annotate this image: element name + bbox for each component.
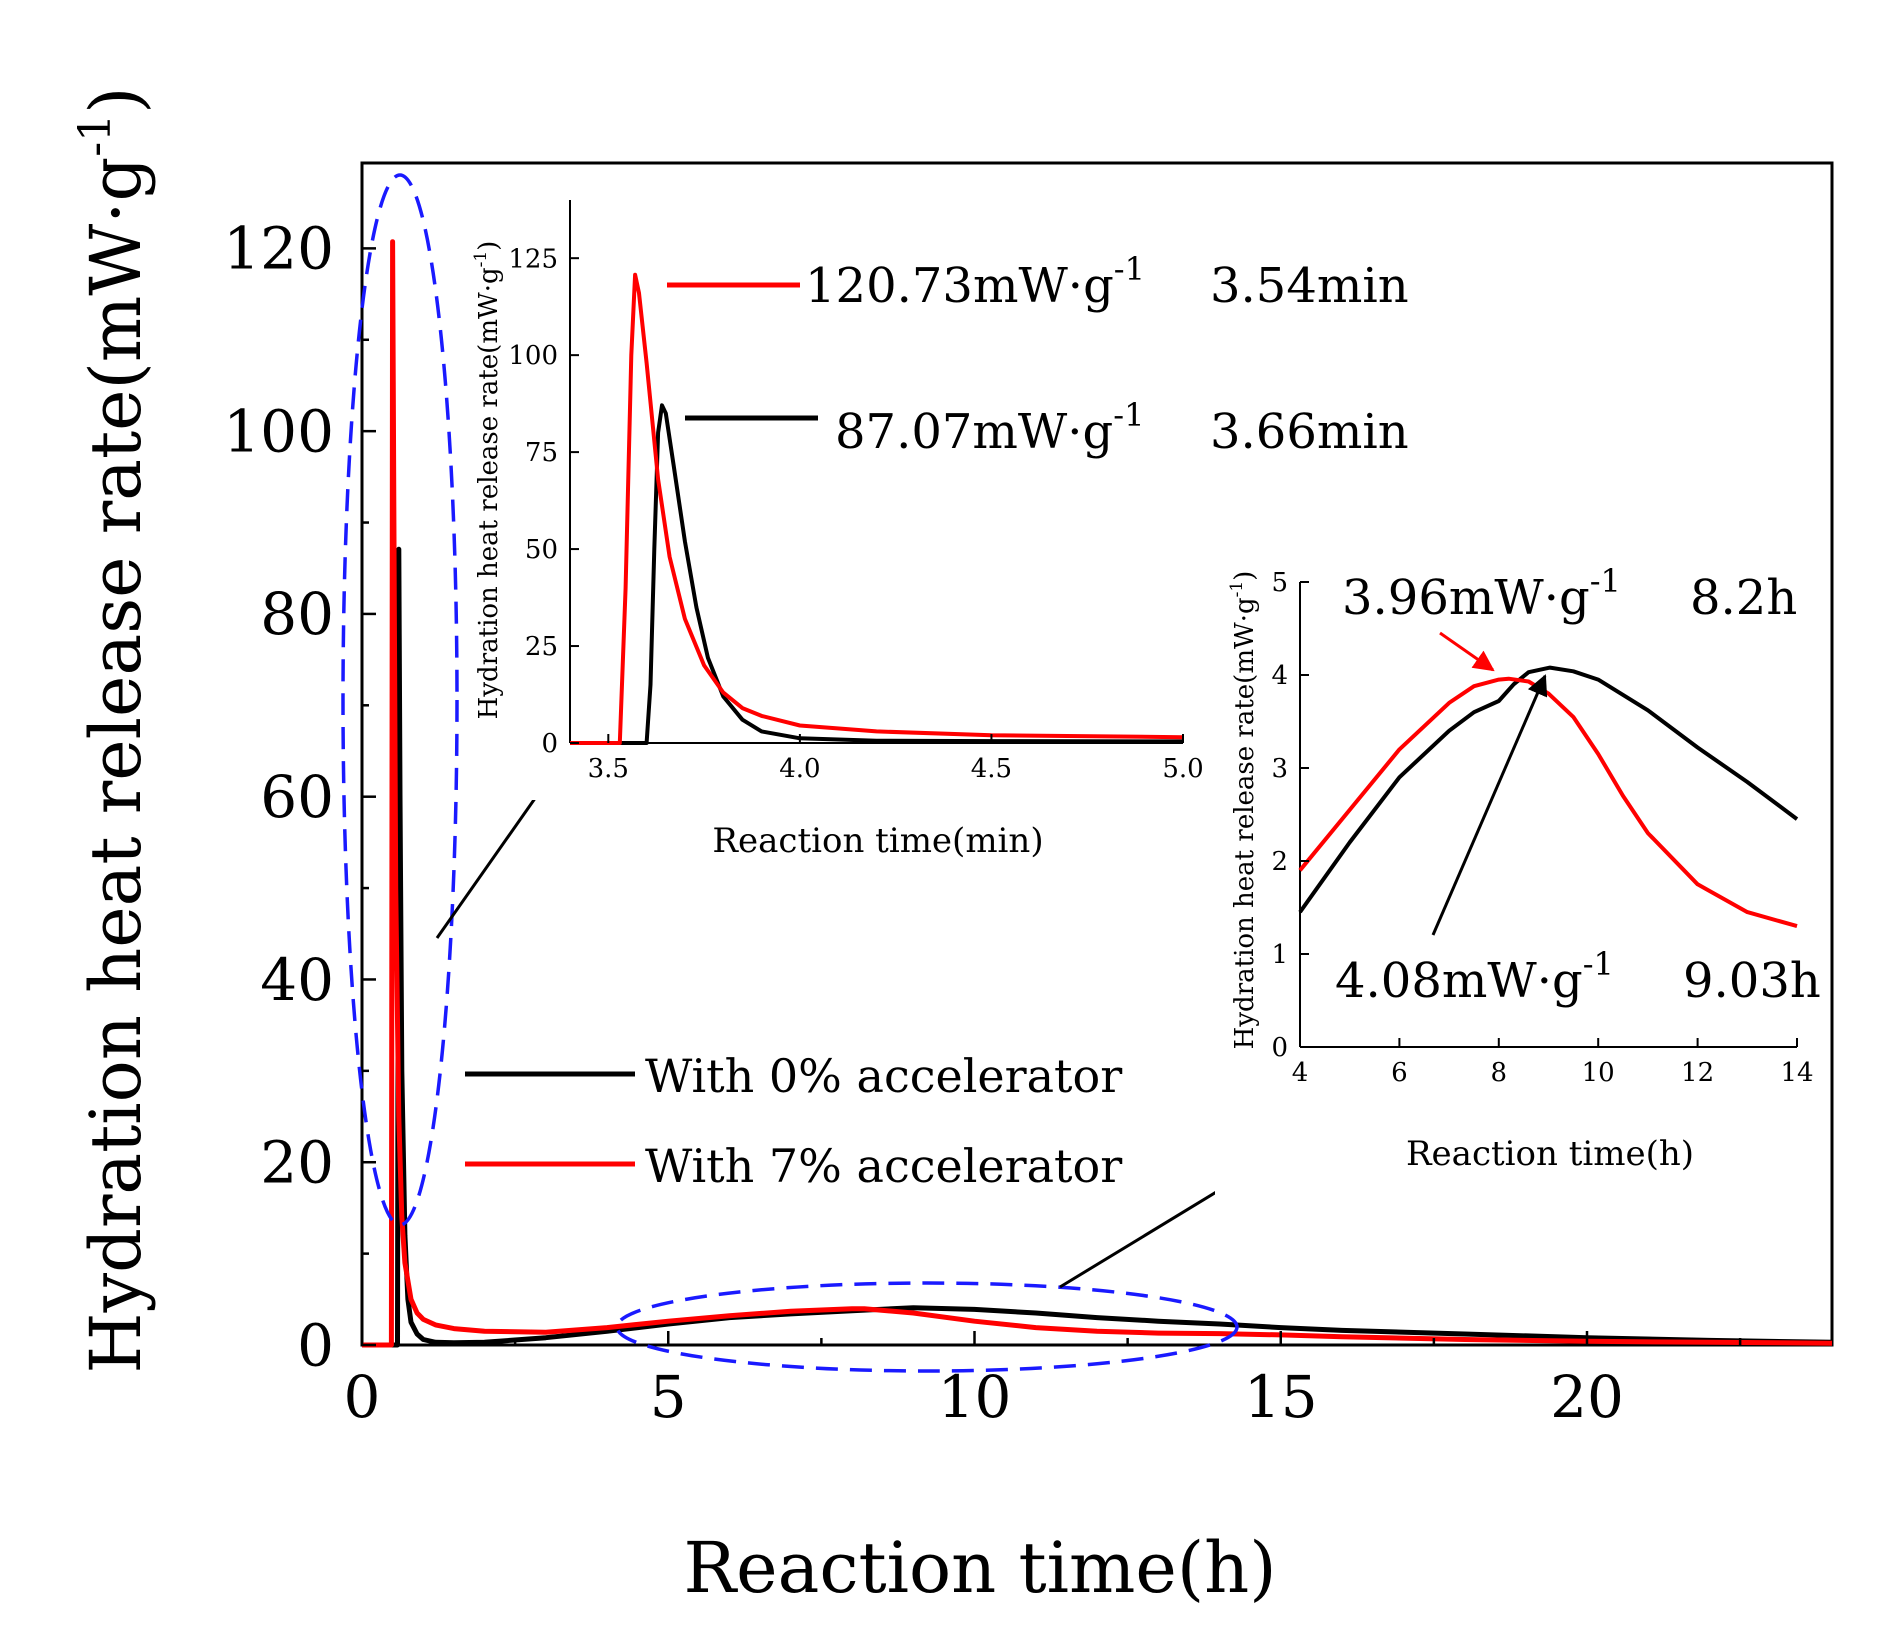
main-plot-frame: [360, 161, 1834, 1347]
main-y-axis-label: Hydration heat release rate(mW·g-1): [70, 87, 157, 1374]
inset-minutes-y-tick-label: 100: [508, 341, 558, 371]
inset-minutes-x-tick-label: 5.0: [1162, 754, 1203, 784]
legend: With 0% accelerator With 7% accelerator: [465, 1049, 1122, 1193]
inset-minutes-x-tick-label: 3.5: [588, 754, 629, 784]
legend-label-7pct: With 7% accelerator: [645, 1139, 1122, 1193]
inset-hours-annotation-value-red-peak: 3.96mW·g-1: [1342, 562, 1621, 626]
inset-minutes-y-tick-label: 75: [525, 438, 558, 468]
inset-minutes-annotation-value-black: 87.07mW·g-1: [835, 396, 1144, 460]
main-y-tick-label: 40: [260, 946, 334, 1014]
inset-minutes-series-group: [570, 272, 1184, 745]
inset-hours-series-line-0pct: [1298, 665, 1799, 914]
main-y-tick-label: 80: [260, 580, 334, 648]
main-x-axis-label: Reaction time(h): [683, 1527, 1276, 1609]
inset-minutes-x-axis-label: Reaction time(min): [712, 821, 1043, 861]
second-peak-highlight-ellipse: [615, 1281, 1239, 1373]
inset-hours-y-tick-label: 0: [1271, 1033, 1288, 1063]
inset-hours-y-tick-label: 5: [1271, 568, 1288, 598]
inset-hours-x-axis-label: Reaction time(h): [1406, 1134, 1694, 1174]
inset-minutes-annotation-time-black: 3.66min: [1210, 404, 1409, 460]
main-x-tick-label: 0: [344, 1363, 381, 1431]
inset-hours-x-tick-label: 14: [1780, 1058, 1813, 1088]
inset-hours-y-tick-label: 1: [1271, 940, 1288, 970]
inset-minutes: 3.5 4.0 4.5 5.0 0 25 50 75 100 125 Reaction time…: [460, 180, 1409, 861]
inset-minutes-y-tick-label: 125: [508, 244, 558, 274]
main-y-tick-label: 120: [223, 215, 334, 283]
main-x-tick-label: 20: [1550, 1363, 1624, 1431]
main-y-axis: 0 20 40 60 80 100 120: [223, 215, 376, 1379]
main-y-tick-label: 100: [223, 397, 334, 465]
inset-minutes-y-axis-label: Hydration heat release rate(mW·g-1): [471, 241, 504, 720]
inset-minutes-y-tick-label: 25: [525, 632, 558, 662]
inset-minutes-y-tick-label: 0: [541, 729, 558, 759]
main-x-tick-label: 5: [650, 1363, 687, 1431]
inset-hours-x-tick-label: 4: [1292, 1058, 1309, 1088]
main-x-tick-label: 15: [1244, 1363, 1318, 1431]
peak-callout-arrow: [435, 775, 552, 939]
main-x-tick-label: 10: [938, 1363, 1012, 1431]
inset-hours-y-axis-label: Hydration heat release rate(mW·g-1): [1227, 571, 1260, 1050]
inset-hours-red-peak-arrow: [1439, 631, 1495, 672]
inset-hours-annotation-time-red-peak: 8.2h: [1690, 570, 1797, 626]
main-series-group: [362, 239, 1833, 1348]
legend-label-0pct: With 0% accelerator: [645, 1049, 1122, 1103]
main-y-tick-label: 60: [260, 763, 334, 831]
inset-hours-x-tick-label: 10: [1582, 1058, 1615, 1088]
inset-hours-y-tick-label: 3: [1271, 754, 1288, 784]
inset-minutes-background: [460, 180, 1190, 800]
inset-hours-annotation-time-black-peak: 9.03h: [1683, 953, 1821, 1009]
main-y-tick-label: 20: [260, 1129, 334, 1197]
inset-hours-x-ticks: 4 6 8 10 12 14: [1292, 1038, 1814, 1088]
inset-minutes-annotation-time-red: 3.54min: [1210, 258, 1409, 314]
peak-highlight-ellipse: [341, 173, 459, 1227]
inset-minutes-series-line-7pct: [570, 272, 1184, 745]
inset-minutes-y-ticks: 0 25 50 75 100 125: [508, 244, 579, 759]
main-x-axis: 0 5 10 15 20: [344, 1331, 1742, 1431]
inset-hours-black-peak-arrow: [1431, 674, 1548, 936]
inset-minutes-series-line-0pct: [570, 403, 1184, 745]
inset-hours-y-ticks: 0 1 2 3 4 5: [1271, 568, 1309, 1063]
inset-minutes-x-ticks: 3.5 4.0 4.5 5.0: [588, 734, 1204, 784]
main-series-line-7pct: [362, 239, 1833, 1348]
inset-hours-x-tick-label: 12: [1681, 1058, 1714, 1088]
inset-hours-x-tick-label: 8: [1491, 1058, 1508, 1088]
inset-hours-y-tick-label: 4: [1271, 661, 1288, 691]
inset-minutes-annotation-value-red: 120.73mW·g-1: [805, 250, 1145, 314]
inset-hours-y-tick-label: 2: [1271, 847, 1288, 877]
inset-hours-x-tick-label: 6: [1391, 1058, 1408, 1088]
inset-minutes-y-tick-label: 50: [525, 535, 558, 565]
inset-hours-annotation-value-black-peak: 4.08mW·g-1: [1335, 945, 1614, 1009]
inset-minutes-x-tick-label: 4.0: [779, 754, 820, 784]
main-y-tick-label: 0: [297, 1311, 334, 1379]
inset-minutes-x-tick-label: 4.5: [971, 754, 1012, 784]
